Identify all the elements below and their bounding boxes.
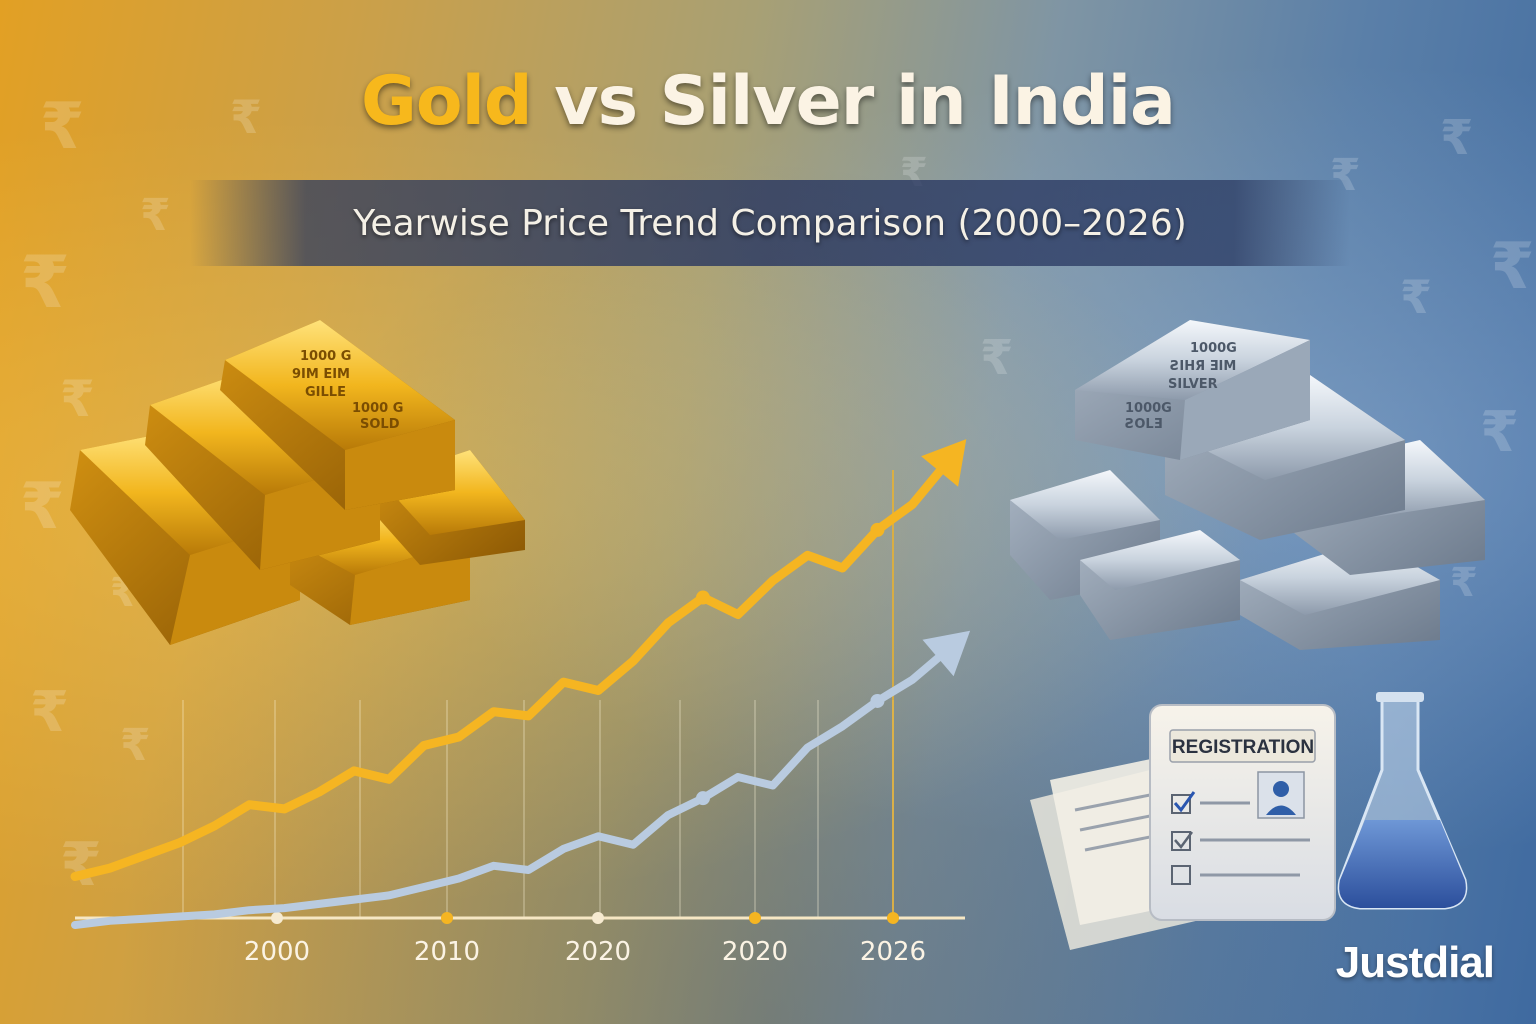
title-gold-word: Gold [361,62,533,141]
gold-bar-label: 9IM EIM [292,367,350,382]
page-subtitle: Yearwise Price Trend Comparison (2000–20… [353,202,1187,244]
silver-bar-label: 1000G [1190,341,1237,356]
brand-logo: Justdial [1335,938,1495,987]
x-tick-label: 2020 [565,937,631,967]
gold-price-arrow [921,439,967,487]
gold-price-line [70,457,952,881]
x-tick-label: 2020 [722,937,788,967]
data-point [870,693,885,708]
document-icon: REGISTRATION [1030,704,1336,950]
flask-icon [1337,692,1468,910]
gold-bar [220,320,455,510]
title-rest: vs Silver in India [531,62,1176,141]
rupee-symbol-icon: ₹ [30,680,69,745]
gold-bar-label: 1000 G [300,349,351,364]
silver-bar-label: ƧOLƎ [1125,417,1163,432]
page-title: Gold vs Silver in India [0,62,1536,141]
silver-bar [1080,530,1240,640]
silver-bars-stack: 1000G ƧIHЯ ƎIM SILVER 1000G ƧOLƎ [1010,320,1485,650]
chart-lines [70,439,971,929]
gold-bar-label: 1000 G [352,401,403,416]
gold-bar-label: SOLD [360,417,400,432]
x-tick-label: 2000 [244,937,310,967]
data-point [695,590,710,605]
silver-bar [1075,320,1310,460]
rupee-symbol-icon: ₹ [1400,270,1433,324]
rupee-symbol-icon: ₹ [40,90,85,164]
rupee-symbol-icon: ₹ [1490,230,1535,304]
rupee-symbol-icon: ₹ [60,370,95,428]
x-tick-mark [887,912,899,924]
silver-bar-label: 1000G [1125,401,1172,416]
x-tick-mark [271,912,283,924]
x-tick-label: 2010 [414,937,480,967]
rupee-symbol-icon: ₹ [20,470,65,544]
rupee-symbol-icon: ₹ [140,190,171,241]
registration-label: REGISTRATION [1172,737,1314,758]
rupee-symbol-icon: ₹ [1480,400,1519,465]
rupee-symbol-icon: ₹ [120,720,151,771]
rupee-symbol-icon: ₹ [60,830,102,900]
rupee-symbol-icon: ₹ [980,330,1014,386]
x-tick-mark [749,912,761,924]
silver-bar-label: SILVER [1168,377,1218,392]
rupee-symbol-icon: ₹ [1440,110,1474,166]
data-point [870,522,885,537]
rupee-symbol-icon: ₹ [20,240,71,324]
silver-price-arrow [922,630,971,677]
x-tick-mark [441,912,453,924]
gold-bars-stack: 1000 G 9IM EIM GILLE 1000 G SOLD [70,320,525,645]
gold-bar-label: GILLE [305,385,346,400]
x-axis-ticks: 2000 2010 2020 2020 2026 [244,912,926,967]
silver-price-line [71,646,952,929]
silver-bar-label: ƧIHЯ ƎIM [1170,359,1236,374]
rupee-symbol-icon: ₹ [230,90,263,144]
x-tick-label: 2026 [860,937,926,967]
data-point [695,791,710,806]
subtitle-banner: Yearwise Price Trend Comparison (2000–20… [190,180,1350,266]
rupee-symbol-icon: ₹ [1450,560,1478,606]
x-tick-mark [592,912,604,924]
